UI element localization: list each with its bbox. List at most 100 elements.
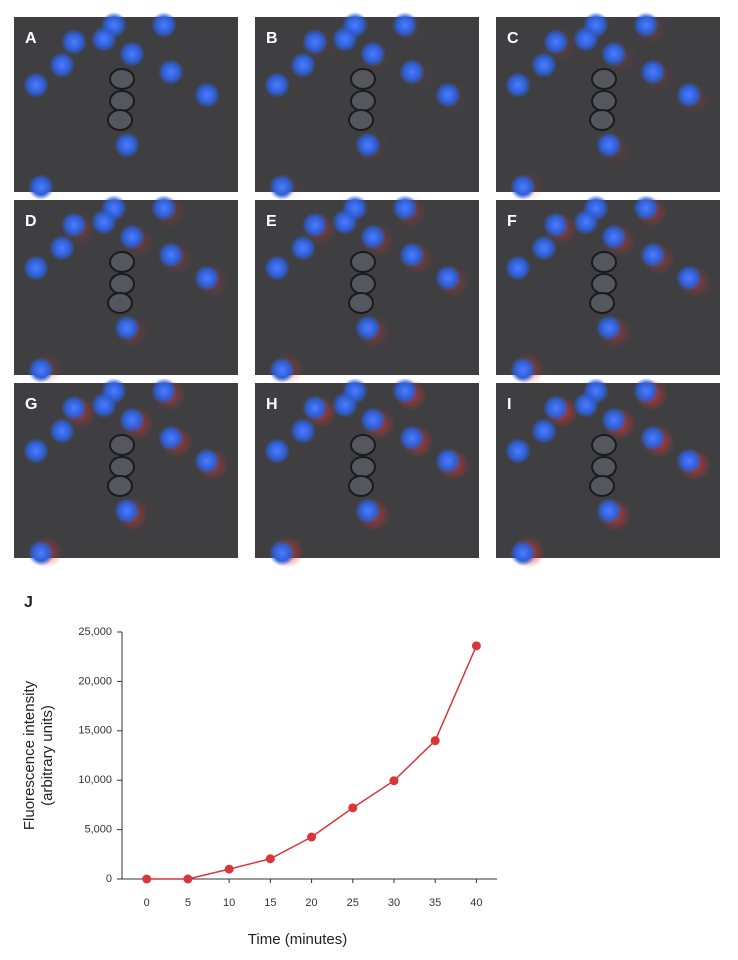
cell [591, 68, 617, 90]
nucleus [601, 41, 627, 67]
cell [348, 292, 374, 314]
nucleus [510, 357, 536, 383]
micrograph: I [496, 378, 720, 568]
nucleus [543, 395, 569, 421]
nucleus [151, 12, 177, 38]
panel-letter: J [24, 594, 33, 611]
nucleus [290, 52, 316, 78]
nucleus [543, 29, 569, 55]
cell [350, 68, 376, 90]
nucleus [435, 448, 461, 474]
x-tick-label: 5 [185, 897, 191, 909]
x-tick-label: 30 [388, 897, 400, 909]
data-point [389, 776, 399, 786]
nucleus [399, 425, 425, 451]
y-tick-label: 20,000 [78, 675, 112, 687]
x-tick-label: 15 [264, 897, 276, 909]
nucleus [640, 242, 666, 268]
nucleus [114, 315, 140, 341]
nucleus [531, 418, 557, 444]
nucleus [49, 235, 75, 261]
nucleus [601, 224, 627, 250]
cell [348, 475, 374, 497]
y-axis-label: (arbitrary units) [39, 705, 56, 806]
data-point [471, 641, 481, 651]
nucleus [23, 72, 49, 98]
x-tick-label: 0 [144, 897, 150, 909]
nucleus [355, 315, 381, 341]
nucleus [61, 212, 87, 238]
nucleus [119, 407, 145, 433]
nucleus [302, 212, 328, 238]
cell [107, 109, 133, 131]
y-tick-label: 25,000 [78, 626, 112, 638]
nucleus [302, 395, 328, 421]
panel-letter: E [266, 213, 277, 230]
nucleus [355, 132, 381, 158]
nucleus [573, 26, 599, 52]
x-tick-label: 25 [347, 897, 359, 909]
nucleus [23, 255, 49, 281]
nucleus [114, 132, 140, 158]
nucleus [392, 195, 418, 221]
cell [109, 456, 135, 478]
nucleus [290, 418, 316, 444]
nucleus [119, 41, 145, 67]
data-point [224, 864, 234, 874]
nucleus [151, 378, 177, 404]
nucleus [360, 41, 386, 67]
cell [591, 90, 617, 112]
data-point [183, 874, 193, 884]
nucleus [633, 195, 659, 221]
y-tick-label: 0 [106, 873, 112, 885]
micrograph: D [14, 195, 238, 385]
nucleus [640, 425, 666, 451]
nucleus [194, 448, 220, 474]
y-tick-label: 5,000 [84, 824, 112, 836]
nucleus [302, 29, 328, 55]
cell [591, 456, 617, 478]
nucleus [355, 498, 381, 524]
panel-letter: G [25, 396, 37, 413]
cell [591, 434, 617, 456]
panel-letter: I [507, 396, 511, 413]
micrograph: G [14, 378, 238, 568]
nucleus [114, 498, 140, 524]
cell [589, 292, 615, 314]
nucleus [269, 357, 295, 383]
nucleus [332, 209, 358, 235]
nucleus [360, 224, 386, 250]
nucleus [531, 235, 557, 261]
nucleus [61, 395, 87, 421]
nucleus [543, 212, 569, 238]
nucleus [640, 59, 666, 85]
x-tick-label: 10 [223, 897, 235, 909]
y-axis-label: Fluorescence intensity [21, 680, 38, 830]
nucleus [119, 224, 145, 250]
nucleus [91, 392, 117, 418]
cell [109, 251, 135, 273]
y-tick-label: 10,000 [78, 774, 112, 786]
nucleus [269, 540, 295, 566]
nucleus [49, 418, 75, 444]
nucleus [435, 265, 461, 291]
nucleus [23, 438, 49, 464]
nucleus [269, 174, 295, 200]
micrograph: H [255, 378, 479, 568]
data-line [146, 645, 478, 880]
panel-letter: F [507, 213, 517, 230]
data-point [307, 832, 317, 842]
cell [589, 109, 615, 131]
nucleus [676, 82, 702, 108]
nucleus [510, 174, 536, 200]
cell [350, 456, 376, 478]
cell [109, 90, 135, 112]
nucleus [573, 209, 599, 235]
cell [350, 434, 376, 456]
cell [350, 251, 376, 273]
nucleus [505, 72, 531, 98]
nucleus [676, 265, 702, 291]
panel-letter: B [266, 30, 278, 47]
data-point [265, 854, 275, 864]
